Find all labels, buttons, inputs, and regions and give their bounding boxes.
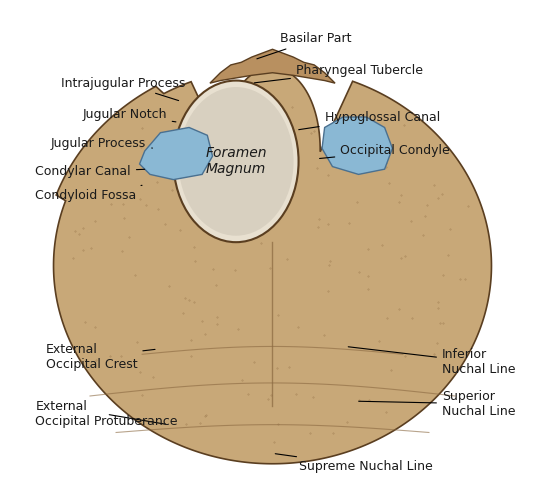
Text: Foramen
Magnum: Foramen Magnum: [205, 146, 267, 176]
Text: Supreme Nuchal Line: Supreme Nuchal Line: [275, 454, 432, 473]
Text: Condyloid Fossa: Condyloid Fossa: [35, 186, 142, 202]
Text: Intrajugular Process: Intrajugular Process: [62, 76, 186, 100]
Polygon shape: [53, 68, 492, 464]
Ellipse shape: [178, 87, 294, 236]
Text: Hypoglossal Canal: Hypoglossal Canal: [299, 110, 440, 130]
Text: Basilar Part: Basilar Part: [257, 32, 352, 59]
Text: Jugular Notch: Jugular Notch: [82, 108, 176, 122]
Text: Condylar Canal: Condylar Canal: [35, 166, 144, 178]
Text: Inferior
Nuchal Line: Inferior Nuchal Line: [348, 347, 516, 376]
Text: Jugular Process: Jugular Process: [51, 136, 153, 149]
Text: Pharyngeal Tubercle: Pharyngeal Tubercle: [255, 64, 423, 83]
Polygon shape: [210, 50, 335, 83]
Text: External
Occipital Crest: External Occipital Crest: [46, 343, 155, 371]
Text: Superior
Nuchal Line: Superior Nuchal Line: [359, 390, 516, 418]
Text: External
Occipital Protuberance: External Occipital Protuberance: [35, 400, 178, 428]
Ellipse shape: [173, 80, 299, 242]
Text: Occipital Condyle: Occipital Condyle: [319, 144, 450, 158]
Polygon shape: [140, 128, 213, 180]
Polygon shape: [322, 117, 392, 174]
